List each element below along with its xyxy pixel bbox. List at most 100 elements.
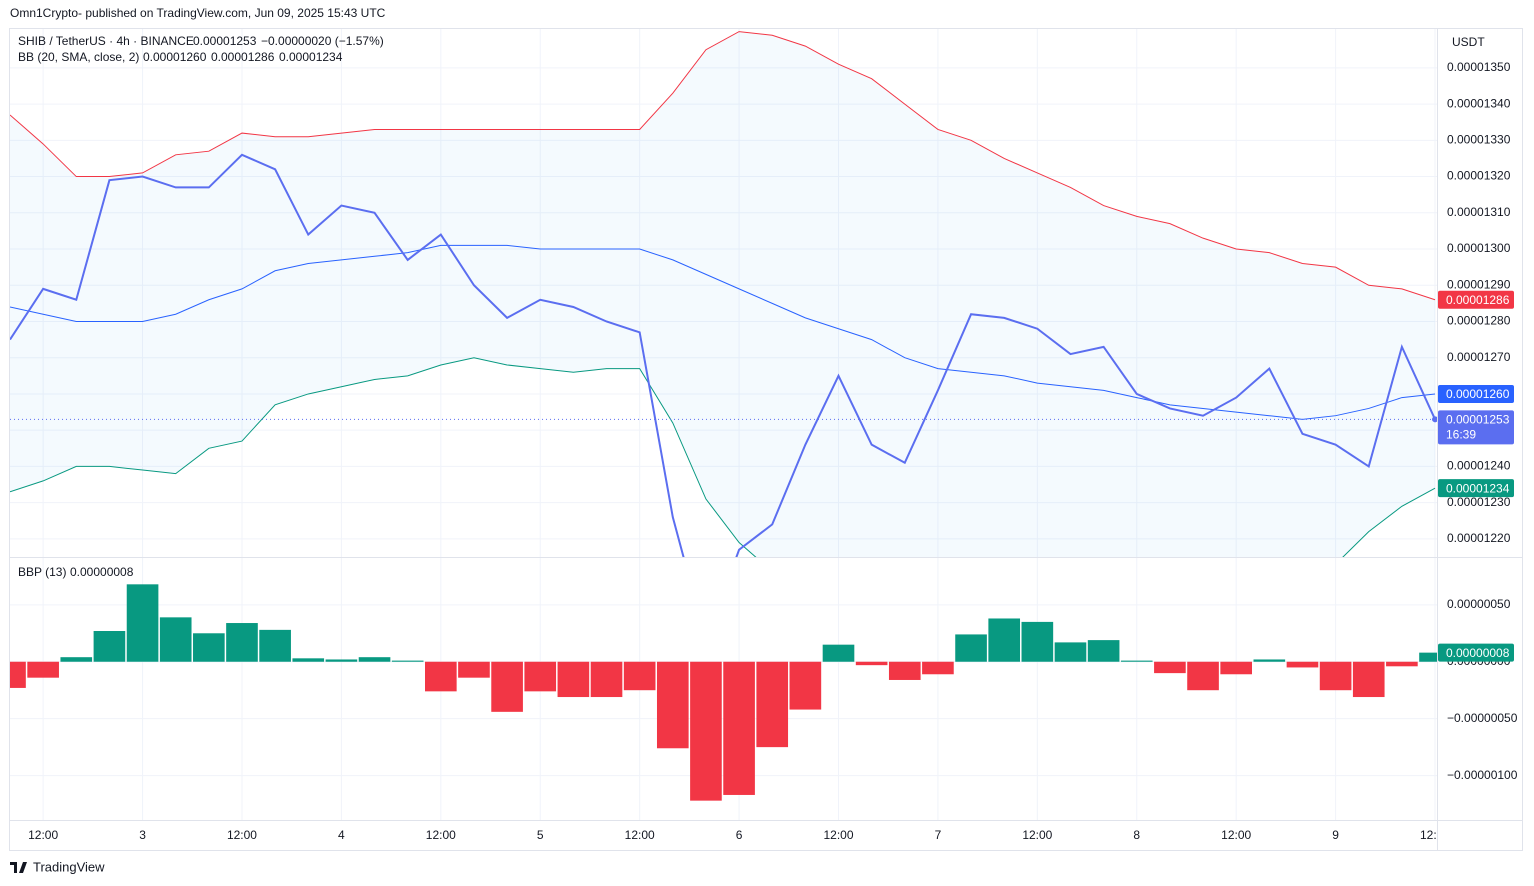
price-axis: 0.000012200.000012300.000012400.00001250…: [1438, 60, 1518, 782]
legend: SHIB / TetherUS · 4h · BINANCE BB (20, S…: [18, 34, 384, 579]
bar: [1319, 661, 1352, 691]
time-axis: 12:00 3 12:00 4 12:00 5 12:00 6 12:00 7 12:00 8 12:0…: [28, 828, 1450, 842]
x-tick-label: 12:00: [426, 828, 456, 842]
x-tick-label: 3: [139, 828, 146, 842]
bar: [1386, 661, 1418, 667]
bar: [325, 659, 358, 662]
price-tag-label: 0.00001260: [1446, 387, 1510, 401]
bar: [126, 584, 159, 662]
y-tick-label: −0.00000100: [1447, 768, 1518, 782]
bar: [524, 661, 557, 692]
x-tick-label: 5: [537, 828, 544, 842]
x-tick-label: 12:00: [28, 828, 58, 842]
y-tick-label: 0.00001340: [1447, 96, 1511, 110]
price-line: [10, 153, 1436, 557]
bar: [855, 661, 888, 666]
bar: [491, 661, 523, 712]
bar: [1419, 652, 1437, 662]
countdown: 16:39: [1446, 427, 1476, 441]
band-line: [10, 357, 1436, 557]
x-tick-label: 9: [1332, 828, 1339, 842]
y-tick-label: 0.00001220: [1447, 531, 1511, 545]
bar: [988, 618, 1021, 662]
y-tick-label: 0.00001350: [1447, 60, 1511, 74]
bar: [358, 657, 391, 662]
bar: [159, 617, 192, 662]
bar: [10, 661, 26, 688]
brand-logo: [10, 862, 27, 873]
y-tick-label: 0.00001290: [1447, 277, 1511, 291]
bar: [822, 644, 855, 662]
bar: [756, 661, 789, 748]
legend-value: 0.00001286: [211, 50, 275, 64]
x-tick-label: 12:00: [1420, 828, 1450, 842]
bar: [955, 634, 987, 662]
x-tick-label: 7: [935, 828, 942, 842]
x-tick-label: 12:00: [823, 828, 853, 842]
bar: [391, 660, 424, 662]
currency: USDT: [1452, 35, 1485, 49]
main-pane: [10, 31, 1437, 557]
legend-value: 0.00001260: [143, 50, 207, 64]
band-line: [10, 31, 1436, 301]
legend-price: 0.00001253: [193, 34, 257, 48]
y-tick-label: 0.00001240: [1447, 459, 1511, 473]
y-tick-label: 0.00001300: [1447, 241, 1511, 255]
bar: [226, 623, 258, 662]
price-tag-label: 0.00001234: [1446, 481, 1510, 495]
bar: [60, 657, 93, 662]
price-tag: [1438, 384, 1514, 403]
bar: [888, 661, 921, 680]
bar: [458, 661, 490, 678]
legend-change: −0.00000020 (−1.57%): [261, 34, 384, 48]
brand-name: TradingView: [33, 859, 105, 874]
x-tick-label: 12:00: [1022, 828, 1052, 842]
band-fill: [10, 31, 1436, 557]
indicator-pane: [10, 584, 1437, 801]
bar: [1253, 659, 1286, 662]
price-dot: [1432, 416, 1437, 423]
bar: [623, 661, 656, 691]
bar: [93, 631, 126, 662]
bar: [1120, 660, 1153, 662]
bar: [1054, 642, 1087, 662]
x-tick-label: 8: [1133, 828, 1140, 842]
bar: [1352, 661, 1385, 698]
legend-value: 0.00000008: [70, 565, 134, 579]
bar: [1087, 640, 1120, 662]
y-tick-label: 0.00000050: [1447, 597, 1511, 611]
frame: [9, 28, 1523, 851]
price-tag-label: 0.00001253: [1446, 412, 1510, 426]
value-tag-label: 0.00000008: [1446, 646, 1510, 660]
price-tag: [1438, 479, 1514, 498]
y-tick-label: 0.00001330: [1447, 132, 1511, 146]
bar: [723, 661, 755, 795]
x-tick-label: 4: [338, 828, 345, 842]
bar: [690, 661, 722, 801]
y-tick-label: 0.00001230: [1447, 495, 1511, 509]
y-tick-label: 0.00001310: [1447, 205, 1511, 219]
x-tick-label: 12:00: [1221, 828, 1251, 842]
indicator-title: BB (20, SMA, close, 2): [18, 50, 139, 64]
bar: [1187, 661, 1219, 691]
symbol-title: SHIB / TetherUS · 4h · BINANCE: [18, 34, 194, 48]
bar: [1286, 661, 1319, 668]
x-tick-label: 12:00: [227, 828, 257, 842]
bbp-title: BBP (13): [18, 565, 66, 579]
y-tick-label: 0.00001270: [1447, 350, 1511, 364]
bar: [656, 661, 689, 749]
publisher: Omn1Crypto- published on TradingView.com…: [10, 6, 386, 20]
bar: [1021, 621, 1054, 662]
price-tag: [1438, 290, 1514, 309]
bar: [590, 661, 623, 698]
legend-value: 0.00001234: [279, 50, 343, 64]
bar: [1154, 661, 1186, 674]
value-tag: [1438, 643, 1514, 662]
bar: [557, 661, 590, 698]
bar: [292, 658, 325, 662]
x-tick-label: 12:00: [625, 828, 655, 842]
price-tag: [1438, 410, 1514, 445]
x-tick-label: 6: [736, 828, 743, 842]
